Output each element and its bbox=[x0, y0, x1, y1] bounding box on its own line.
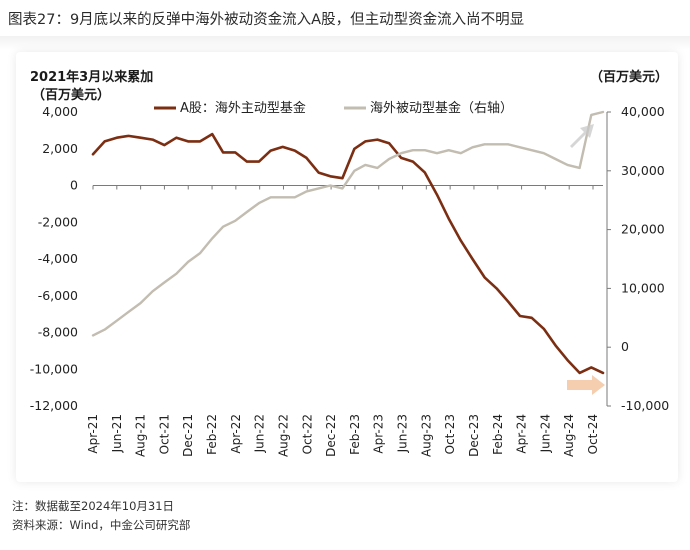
x-tick-label: Oct-24 bbox=[586, 414, 600, 454]
right-y-tick-label: 10,000 bbox=[621, 280, 665, 295]
figure-title: 图表27：9月底以来的反弹中海外被动资金流入A股，但主动型资金流入尚不明显 bbox=[8, 12, 525, 28]
x-tick-label: Aug-23 bbox=[419, 414, 433, 457]
chart-subtitle: 2021年3月以来累加 bbox=[30, 70, 154, 85]
right-y-tick-label: 30,000 bbox=[621, 163, 665, 178]
right-y-tick-label: 40,000 bbox=[621, 104, 665, 119]
arrow-up-right-shape bbox=[570, 124, 594, 148]
x-tick-label: Jun-21 bbox=[110, 414, 124, 453]
x-tick-label: Jun-23 bbox=[396, 414, 410, 453]
x-tick-label: Apr-21 bbox=[86, 414, 100, 454]
x-tick-label: Aug-21 bbox=[134, 414, 148, 457]
x-tick-label: Aug-22 bbox=[276, 414, 290, 457]
chart-panel: 2021年3月以来累加 （百万美元） （百万美元） bbox=[16, 52, 678, 482]
right-y-tick-label: 0 bbox=[621, 339, 629, 354]
left-y-tick-label: -12,000 bbox=[30, 398, 78, 413]
legend-label: A股：海外主动型基金 bbox=[180, 100, 306, 116]
left-y-tick-label: 0 bbox=[70, 178, 78, 193]
x-tick-label: Apr-24 bbox=[515, 414, 529, 454]
left-y-tick-label: 2,000 bbox=[42, 141, 78, 156]
chart-source: 资料来源：Wind，中金公司研究部 bbox=[12, 518, 191, 532]
x-tick-label: Dec-22 bbox=[324, 414, 338, 457]
x-tick-label: Jun-24 bbox=[538, 414, 552, 453]
title-rule bbox=[0, 36, 690, 50]
series-line-passive-funds bbox=[91, 110, 605, 337]
left-y-tick-label: -10,000 bbox=[30, 361, 78, 376]
left-axis-unit: （百万美元） bbox=[32, 88, 111, 103]
x-tick-label: Oct-21 bbox=[157, 414, 171, 454]
x-tick-label: Feb-22 bbox=[205, 414, 219, 455]
x-tick-label: Oct-22 bbox=[300, 414, 314, 454]
series-line-active-funds bbox=[91, 132, 605, 375]
legend-label: 海外被动型基金（右轴） bbox=[370, 100, 513, 116]
left-y-tick-label: -4,000 bbox=[38, 251, 78, 266]
left-y-tick-label: -2,000 bbox=[38, 214, 78, 229]
arrow-right-icon bbox=[567, 375, 605, 395]
right-y-tick-label: -10,000 bbox=[621, 398, 669, 413]
right-y-tick-label: 20,000 bbox=[621, 222, 665, 237]
x-tick-label: Feb-24 bbox=[491, 414, 505, 455]
left-y-tick-label: 4,000 bbox=[42, 104, 78, 119]
x-tick-label: Dec-23 bbox=[467, 414, 481, 457]
arrow-up-right-icon bbox=[570, 124, 594, 148]
x-tick-label: Feb-23 bbox=[348, 414, 362, 455]
chart-note: 注：数据截至2024年10月31日 bbox=[12, 499, 175, 513]
left-y-tick-label: -6,000 bbox=[38, 288, 78, 303]
arrow-right-shape bbox=[567, 375, 605, 395]
left-y-tick-label: -8,000 bbox=[38, 325, 78, 340]
x-tick-label: Oct-23 bbox=[443, 414, 457, 454]
x-tick-label: Jun-22 bbox=[253, 414, 267, 453]
x-tick-label: Apr-23 bbox=[372, 414, 386, 454]
right-axis-unit: （百万美元） bbox=[589, 70, 668, 85]
x-tick-label: Dec-21 bbox=[181, 414, 195, 457]
x-tick-label: Apr-22 bbox=[229, 414, 243, 454]
x-tick-label: Aug-24 bbox=[562, 414, 576, 457]
